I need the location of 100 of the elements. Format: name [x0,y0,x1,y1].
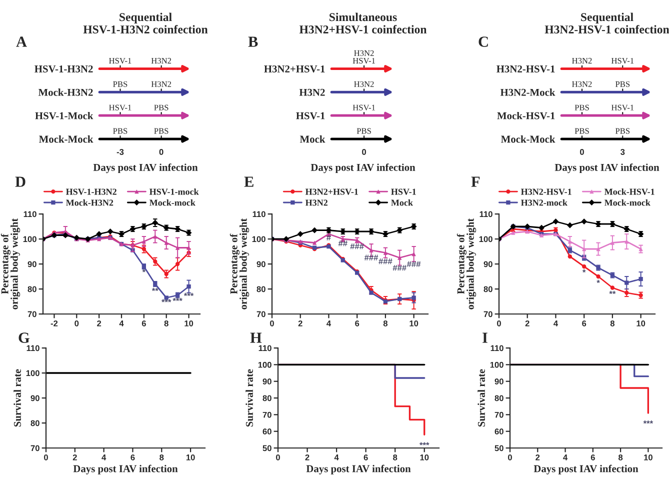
annotation: * [142,269,146,272]
y-tick-label: 50 [494,445,504,452]
text: Sequential H3N2-HSV-1 coinfection [544,12,669,34]
x-tick-label: 2 [97,320,102,326]
y-tick-label: 110 [252,211,266,218]
text: HSV-1 [109,58,132,64]
category-label: Mock [300,135,326,143]
legend-label: Mock-HSV-1 [604,188,654,195]
y-tick-label: 70 [30,445,40,452]
text: A [16,36,27,47]
legend-label: H3N2-mock [521,199,568,206]
x-tick-label: 0 [508,454,512,460]
y-tick-label: 80 [494,395,504,402]
text: H3N2 [151,58,172,64]
legend-label: Mock-mock [149,199,196,206]
x-tick-label: 4 [563,454,568,460]
text: H [250,332,262,343]
y-axis-title: Percentage of original body weight [456,218,476,310]
y-axis-title: Survival rate [246,369,253,427]
category-label: Mock-Mock [39,135,94,143]
x-tick-label: 0 [74,320,79,326]
text: H3N2 HSV-1 [352,50,375,64]
x-tick-label: -2 [50,320,58,326]
text: Days post IAV infection [93,163,198,174]
legend-label: HSV-1 [391,188,416,195]
x-tick-label: 6 [590,454,595,460]
legend-label: H3N2+HSV-1 [305,188,358,195]
text: PBS [356,128,371,134]
text: H3N2 [572,81,592,87]
y-tick-label: 100 [23,236,36,242]
y-tick-label: 80 [256,286,266,292]
x-tick-label: 8 [383,320,388,326]
category-label: H3N2-HSV-1 [496,65,555,73]
x-tick-label: 2 [536,454,540,460]
y-tick-label: 70 [484,311,492,318]
x-tick-label: 10 [184,320,194,326]
x-tick-label: 8 [160,454,164,460]
text: G [18,332,30,343]
category-label: 3 [620,149,625,155]
x-tick-label: 2 [72,454,77,460]
y-tick-label: 100 [490,362,504,368]
annotation: *** [643,420,654,424]
x-axis-title: Days post IAV infection [73,464,178,474]
y-tick-label: 50 [262,445,272,452]
x-tick-label: 8 [164,320,168,326]
text: C [478,36,488,47]
annotation: ** [152,288,158,292]
text: D [15,176,26,187]
text: PBS [113,81,128,87]
annotation: *** [172,298,182,302]
legend-label: Mock-H3N2 [66,199,114,206]
category-label: 0 [362,149,366,155]
y-tick-label: 100 [252,236,266,242]
category-label: 0 [580,149,584,155]
text: PBS [154,104,168,110]
annotation: *** [420,442,430,446]
x-tick-label: 2 [525,320,530,326]
text: HSV-1 [352,104,375,110]
y-tick-label: 90 [256,261,266,268]
y-tick-label: 90 [484,261,492,268]
x-tick-label: 0 [270,320,274,326]
annotation: ### [392,264,406,271]
category-label: HSV-1-Mock [35,112,94,120]
annotation: ### [407,261,421,267]
category-label: HSV-1-H3N2 [34,65,93,73]
text: PBS [154,128,168,134]
category-label: HSV-1 [296,112,325,120]
category-label: Mock-HSV-1 [497,112,555,120]
y-tick-label: 70 [256,311,266,318]
category-label: Mock-H3N2 [38,88,93,96]
x-tick-label: 6 [364,454,368,460]
text: B [248,36,258,47]
y-tick-label: 70 [494,412,504,418]
x-tick-label: 8 [618,454,623,460]
annotation: ### [378,258,392,264]
text: F [471,176,480,187]
annotation: ### [364,254,378,260]
category-label: Mock-Mock [501,135,556,143]
y-tick-label: 80 [30,420,40,426]
y-tick-label: 80 [484,286,492,292]
y-tick-label: 80 [28,286,36,292]
x-tick-label: 0 [44,454,48,460]
x-tick-label: 4 [554,320,558,326]
x-axis-title: Days post IAV infection [306,464,411,474]
legend-label: HSV-1-H3N2 [66,188,116,195]
text: PBS [574,104,589,110]
legend-label: Mock-mock [604,199,650,206]
x-tick-label: 2 [305,454,310,460]
annotation: ### [350,243,364,250]
text: I [482,332,488,343]
y-axis-title: Survival rate [478,369,485,427]
y-tick-label: 90 [262,378,272,384]
text: HSV-1 [109,104,132,110]
x-tick-label: 0 [497,320,501,326]
x-tick-label: 10 [420,454,429,460]
text: Days post IAV infection [310,163,416,174]
x-tick-label: 10 [186,454,195,460]
x-tick-label: 0 [276,454,280,460]
y-tick-label: 100 [479,236,492,242]
y-tick-label: 60 [494,428,504,434]
